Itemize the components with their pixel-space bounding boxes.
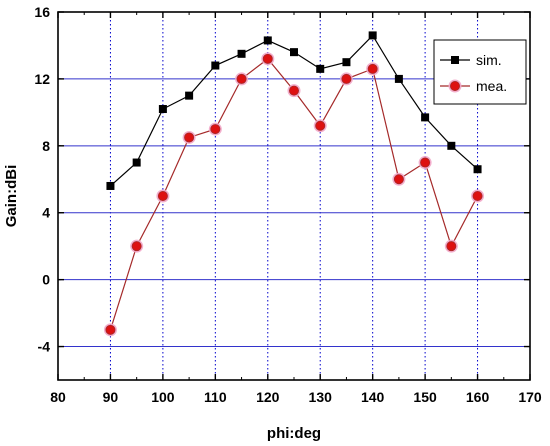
data-point bbox=[106, 181, 115, 190]
legend-label: sim. bbox=[476, 52, 502, 68]
data-point bbox=[184, 132, 195, 143]
y-tick-label: 4 bbox=[42, 205, 50, 221]
series-mea bbox=[103, 52, 485, 337]
legend-box bbox=[433, 39, 527, 105]
data-point bbox=[447, 141, 456, 150]
data-point bbox=[446, 241, 457, 252]
data-point bbox=[237, 49, 246, 58]
legend-marker bbox=[451, 56, 459, 64]
y-tick-label: 8 bbox=[42, 138, 50, 154]
series-sim bbox=[106, 31, 482, 190]
data-point bbox=[420, 157, 431, 168]
data-point bbox=[131, 241, 142, 252]
x-tick-label: 90 bbox=[103, 389, 119, 405]
data-point bbox=[367, 63, 378, 74]
data-point bbox=[473, 165, 482, 174]
x-tick-label: 80 bbox=[50, 389, 66, 405]
data-point bbox=[236, 73, 247, 84]
data-point bbox=[132, 158, 141, 167]
data-point bbox=[263, 36, 272, 45]
y-tick-label: 16 bbox=[34, 4, 50, 20]
legend-label: mea. bbox=[476, 78, 507, 94]
x-tick-label: 160 bbox=[466, 389, 490, 405]
data-point bbox=[210, 124, 221, 135]
data-point bbox=[393, 174, 404, 185]
x-tick-label: 170 bbox=[518, 389, 542, 405]
y-tick-label: -4 bbox=[38, 339, 51, 355]
data-point bbox=[290, 48, 298, 57]
data-point bbox=[185, 91, 194, 100]
data-point bbox=[288, 85, 299, 96]
data-point bbox=[394, 74, 403, 83]
x-axis-title: phi:deg bbox=[267, 425, 321, 442]
data-point bbox=[421, 113, 430, 122]
data-point bbox=[316, 64, 325, 73]
data-point bbox=[262, 53, 273, 64]
data-point bbox=[211, 61, 220, 70]
data-point bbox=[157, 190, 168, 201]
legend-marker bbox=[449, 81, 460, 92]
data-point bbox=[342, 58, 351, 67]
data-point bbox=[315, 120, 326, 131]
y-axis-title: Gain:dBi bbox=[3, 165, 20, 228]
y-tick-label: 12 bbox=[34, 71, 50, 87]
y-tick-label: 0 bbox=[42, 272, 50, 288]
axis-ticks: 80 90 100 110 120 130 140 150 160 170 -4 0 4 8 12 16 bbox=[34, 4, 541, 405]
x-tick-label: 120 bbox=[256, 389, 280, 405]
x-tick-label: 110 bbox=[204, 389, 227, 405]
legend: sim. mea. bbox=[433, 39, 527, 105]
data-point bbox=[472, 190, 483, 201]
data-point bbox=[158, 105, 167, 114]
x-tick-label: 130 bbox=[309, 389, 333, 405]
data-point bbox=[341, 73, 352, 84]
data-point bbox=[368, 31, 377, 40]
data-point bbox=[105, 324, 116, 335]
x-tick-label: 140 bbox=[361, 389, 385, 405]
x-tick-label: 150 bbox=[413, 389, 437, 405]
series-layer bbox=[103, 31, 485, 337]
x-tick-label: 100 bbox=[151, 389, 175, 405]
